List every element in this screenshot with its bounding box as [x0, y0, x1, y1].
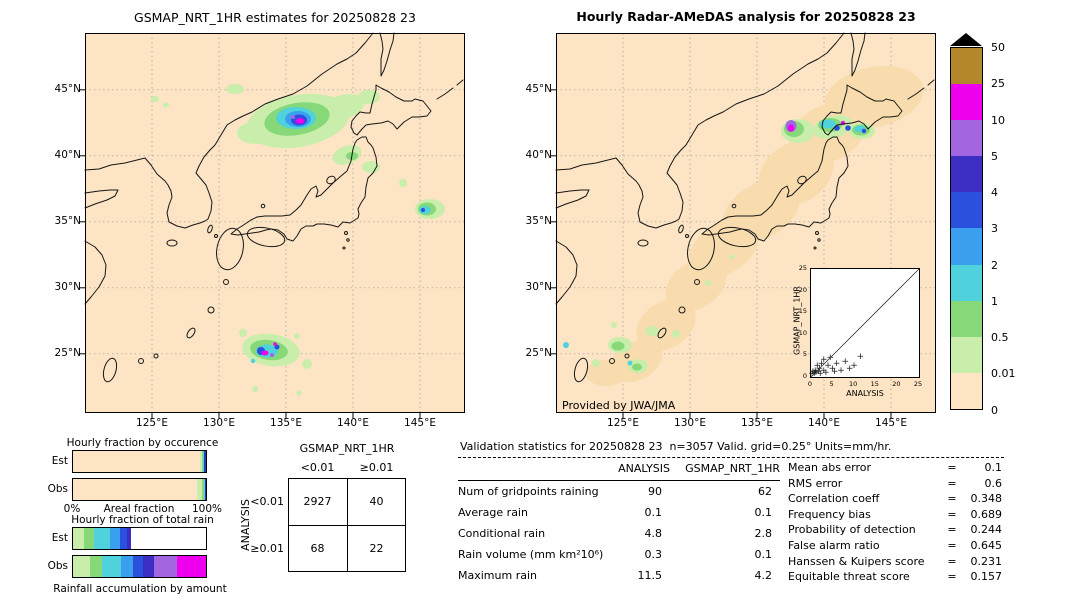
- dashed-divider: [458, 457, 1004, 458]
- lat-label: 30°N: [54, 281, 81, 293]
- lon-label: 145°E: [875, 417, 907, 429]
- occurrence-est-label: Est: [51, 455, 68, 467]
- occurrence-est-bar: [72, 450, 207, 473]
- colorbar-segments: [950, 47, 983, 410]
- gsmap-estimates-map: 45°N 40°N 35°N 30°N 25°N 125°E 130°E 135…: [55, 32, 466, 429]
- inset-x-axis-label: ANALYSIS: [846, 389, 884, 398]
- lat-label: 45°N: [525, 83, 552, 95]
- validation-title: Validation statistics for 20250828 23 n=…: [460, 440, 892, 453]
- scatter-inset-plot: [810, 268, 920, 378]
- validation-statistics-panel: Validation statistics for 20250828 23 n=…: [458, 440, 1004, 600]
- lon-label: 125°E: [607, 417, 639, 429]
- validation-table: ANALYSIS GSMAP_NRT_1HR Num of gridpoints…: [458, 462, 780, 586]
- score-item: False alarm ratio = 0.645: [788, 538, 1002, 552]
- areal-fraction-axis-title: Areal fraction: [103, 503, 175, 515]
- lon-label: 130°E: [203, 417, 235, 429]
- score-item: Hanssen & Kuipers score = 0.231: [788, 554, 1002, 568]
- lat-label: 30°N: [525, 281, 552, 293]
- lon-label: 135°E: [270, 417, 302, 429]
- validation-table-header: ANALYSIS GSMAP_NRT_1HR: [458, 462, 780, 481]
- colorbar-label: 5: [991, 150, 998, 163]
- colorbar-label: 3: [991, 222, 998, 235]
- contingency-cell: 40: [369, 495, 384, 508]
- totalrain-est-bar: [72, 527, 207, 550]
- colorbar-label: 0: [991, 404, 998, 417]
- colorbar-label: 2: [991, 259, 998, 272]
- left-map-title: GSMAP_NRT_1HR estimates for 20250828 23: [134, 10, 416, 25]
- lon-label: 140°E: [337, 417, 369, 429]
- lat-label: 25°N: [54, 347, 81, 359]
- lon-label: 125°E: [136, 417, 168, 429]
- validation-row: Num of gridpoints raining 90 62: [458, 485, 772, 498]
- lon-label: 130°E: [674, 417, 706, 429]
- lon-label: 140°E: [808, 417, 840, 429]
- lon-label: 145°E: [404, 417, 436, 429]
- score-item: Probability of detection = 0.244: [788, 523, 1002, 537]
- totalrain-chart-title: Hourly fraction of total rain: [71, 514, 214, 526]
- contingency-row-header: <0.01: [250, 495, 284, 508]
- totalrain-est-label: Est: [51, 532, 68, 544]
- column-header-gsmap: GSMAP_NRT_1HR: [685, 462, 780, 475]
- colorbar-label: 0.5: [991, 331, 1009, 344]
- contingency-cell: 2927: [303, 495, 332, 508]
- contingency-table: GSMAP_NRT_1HR <0.01 ≥0.01 ANALYSIS <0.01…: [239, 442, 440, 592]
- lat-label: 45°N: [54, 83, 81, 95]
- areal-fraction-min-label: 0%: [63, 503, 81, 515]
- lon-label: 135°E: [741, 417, 773, 429]
- right-map-title: Hourly Radar-AMeDAS analysis for 2025082…: [576, 9, 916, 24]
- column-header-analysis: ANALYSIS: [618, 462, 670, 475]
- totalrain-chart-caption: Rainfall accumulation by amount: [53, 583, 227, 595]
- score-item: Correlation coeff = 0.348: [788, 492, 1002, 506]
- occurrence-chart-title: Hourly fraction by occurence: [66, 437, 219, 449]
- colorbar-label: 25: [991, 77, 1005, 90]
- colorbar-label: 10: [991, 114, 1005, 127]
- contingency-grid-divider: [288, 525, 406, 526]
- contingency-col-header: <0.01: [300, 461, 335, 474]
- occurrence-obs-bar: [72, 478, 207, 501]
- lat-label: 35°N: [525, 215, 552, 227]
- colorbar-label: 0.01: [991, 367, 1016, 380]
- rain-rate-colorbar: [950, 33, 983, 413]
- radar-amedas-map: ANALYSIS GSMAP_NRT_1HR 0 0 5 5 10 10 15 15 20 20 2…: [526, 32, 937, 429]
- areal-fraction-max-label: 100%: [192, 503, 223, 515]
- totalrain-obs-label: Obs: [47, 560, 68, 572]
- colorbar-label: 4: [991, 186, 998, 199]
- validation-row: Average rain 0.1 0.1: [458, 506, 772, 519]
- data-provider-credit: Provided by JWA/JMA: [562, 399, 676, 412]
- score-item: RMS error = 0.6: [788, 476, 1002, 490]
- lat-label: 40°N: [54, 149, 81, 161]
- validation-row: Conditional rain 4.8 2.8: [458, 527, 772, 540]
- validation-row: Rain volume (mm km²10⁶) 0.3 0.1: [458, 548, 772, 561]
- contingency-row-header: ≥0.01: [250, 542, 284, 555]
- precipitation-field-gsmap: [151, 84, 445, 396]
- score-item: Frequency bias = 0.689: [788, 507, 1002, 521]
- totalrain-obs-bar: [72, 555, 207, 578]
- scatter-diagonal-line: [810, 268, 920, 378]
- contingency-cell: 22: [369, 542, 384, 555]
- contingency-col-axis: GSMAP_NRT_1HR: [299, 442, 395, 455]
- lat-label: 25°N: [525, 347, 552, 359]
- score-item: Mean abs error = 0.1: [788, 461, 1002, 474]
- colorbar-label: 1: [991, 295, 998, 308]
- occurrence-obs-label: Obs: [47, 483, 68, 495]
- validation-row: Maximum rain 11.5 4.2: [458, 569, 772, 582]
- scatter-inset: ANALYSIS GSMAP_NRT_1HR 0 0 5 5 10 10 15 15 20 20 2…: [792, 264, 923, 398]
- lat-label: 35°N: [54, 215, 81, 227]
- lat-label: 40°N: [525, 149, 552, 161]
- contingency-col-header: ≥0.01: [359, 461, 394, 474]
- gsmap-estimates-map-canvas: [79, 32, 466, 419]
- validation-score-list: Mean abs error = 0.1 RMS error = 0.6 Correla…: [788, 460, 1002, 585]
- contingency-cell: 68: [310, 542, 325, 555]
- colorbar-label: 50: [991, 41, 1005, 54]
- score-item: Equitable threat score = 0.157: [788, 570, 1002, 584]
- colorbar-over-range-triangle: [950, 33, 982, 46]
